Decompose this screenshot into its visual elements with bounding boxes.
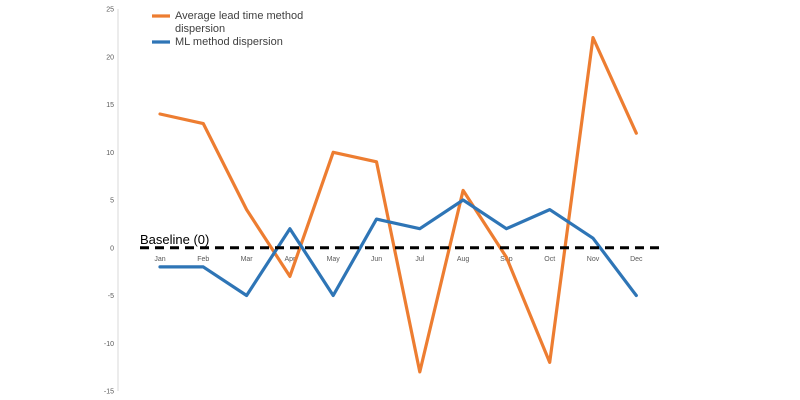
legend-entry: ML method dispersion xyxy=(152,36,283,48)
y-tick-label: 0 xyxy=(110,245,114,252)
legend-label: dispersion xyxy=(175,23,225,35)
x-category-label: Jun xyxy=(371,256,382,263)
x-category-label: Jul xyxy=(415,256,424,263)
y-tick-label: 10 xyxy=(106,150,114,157)
x-category-label: Jan xyxy=(154,256,165,263)
x-category-label: Feb xyxy=(197,256,209,263)
y-tick-label: -10 xyxy=(104,341,114,348)
x-category-label: Aug xyxy=(457,256,470,263)
x-category-label: Oct xyxy=(544,256,555,263)
legend-label: ML method dispersion xyxy=(175,36,283,48)
x-category-label: Mar xyxy=(241,256,254,263)
legend-label: Average lead time method xyxy=(175,10,303,22)
baseline-label: Baseline (0) xyxy=(140,232,209,247)
series-line-1 xyxy=(158,35,638,374)
y-tick-label: -15 xyxy=(104,389,114,396)
y-tick-label: 20 xyxy=(106,54,114,61)
y-tick-label: 25 xyxy=(106,7,114,14)
series-line-2 xyxy=(158,198,638,298)
y-tick-label: 15 xyxy=(106,102,114,109)
y-tick-label: -5 xyxy=(108,293,114,300)
series-lines xyxy=(158,35,638,374)
y-tick-label: 5 xyxy=(110,198,114,205)
x-category-label: May xyxy=(327,256,341,263)
x-category-label: Nov xyxy=(587,256,600,263)
x-category-label: Dec xyxy=(630,256,643,263)
x-category-label: Apr xyxy=(284,256,296,263)
y-axis-tick-labels: 25 20 15 10 5 0 -5 -10 -15 xyxy=(104,7,114,396)
